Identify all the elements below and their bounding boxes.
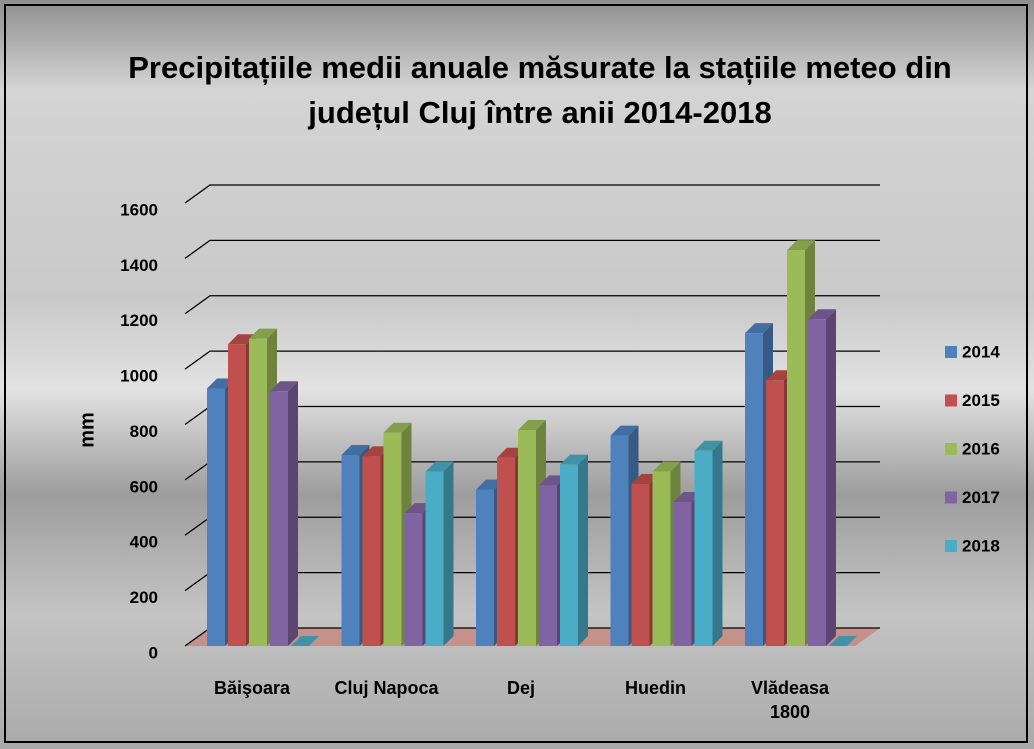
bar	[497, 458, 515, 646]
bar	[518, 430, 536, 646]
bar-side	[288, 381, 298, 646]
legend-label: 2014	[962, 342, 1000, 361]
grid-line	[185, 296, 880, 314]
y-tick-label: 600	[130, 477, 158, 496]
y-tick-label: 1000	[120, 367, 158, 386]
bar	[228, 344, 246, 646]
bar	[539, 485, 557, 646]
bar	[611, 436, 629, 646]
bar	[745, 333, 763, 646]
bar	[787, 250, 805, 646]
bar	[695, 451, 713, 646]
bar	[766, 380, 784, 646]
bar	[674, 502, 692, 646]
bar	[560, 465, 578, 646]
legend-swatch	[945, 395, 957, 407]
y-axis-label: mm	[76, 412, 98, 448]
x-tick-label: Huedin	[596, 676, 716, 700]
legend-label: 2018	[962, 536, 1000, 555]
bar	[384, 433, 402, 646]
bar-side	[578, 455, 588, 646]
bar	[249, 339, 267, 646]
x-tick-label: Vlădeasa 1800	[730, 676, 850, 724]
bar	[653, 472, 671, 646]
grid-line	[185, 351, 880, 369]
legend-label: 2015	[962, 391, 1000, 410]
legend-swatch	[945, 443, 957, 455]
grid-line	[185, 185, 880, 203]
bar-side	[826, 309, 836, 646]
bar	[808, 319, 826, 646]
y-tick-label: 1200	[120, 311, 158, 330]
legend-label: 2016	[962, 439, 1000, 458]
bar	[207, 389, 225, 646]
legend-label: 2017	[962, 488, 1000, 507]
chart-title: Precipitațiile medii anuale măsurate la …	[110, 45, 970, 135]
y-tick-label: 0	[149, 643, 158, 662]
bar	[363, 456, 381, 646]
y-tick-label: 200	[130, 588, 158, 607]
bar	[632, 484, 650, 646]
page: mm 0 200 400 600 800 1000 1200 1400 1600 2014 2015…	[0, 0, 1034, 749]
x-tick-label: Cluj Napoca	[327, 676, 447, 700]
bar	[476, 490, 494, 646]
y-tick-label: 1400	[120, 256, 158, 275]
y-tick-label: 400	[130, 533, 158, 552]
bar-side	[713, 441, 723, 646]
legend-swatch	[945, 540, 957, 552]
y-tick-label: 800	[130, 422, 158, 441]
legend-swatch	[945, 346, 957, 358]
x-tick-label: Băişoara	[192, 676, 312, 700]
bar-side	[444, 462, 454, 646]
grid-line	[185, 240, 880, 258]
y-tick-label: 1600	[120, 200, 158, 219]
bar	[270, 391, 288, 646]
bar	[426, 472, 444, 646]
legend-swatch	[945, 492, 957, 504]
bar	[405, 513, 423, 646]
bar	[342, 455, 360, 646]
x-tick-label: Dej	[461, 676, 581, 700]
